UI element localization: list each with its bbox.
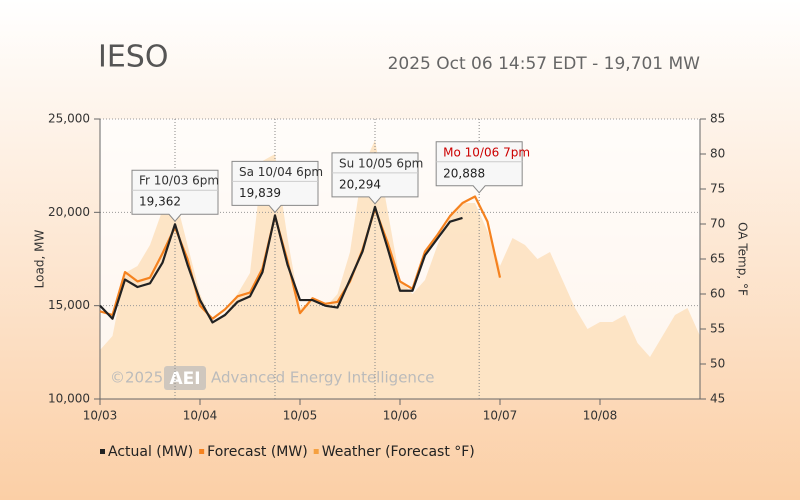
callout-value: 20,888	[443, 166, 485, 180]
series-line	[99, 205, 463, 324]
y2-tick-label: 60	[710, 287, 725, 301]
y-tick-label: 10,000	[48, 392, 90, 406]
legend-marker	[100, 449, 105, 454]
x-tick-label: 10/06	[383, 409, 418, 423]
y2-tick-label: 55	[710, 322, 725, 336]
y2-tick-label: 65	[710, 252, 725, 266]
legend-label: Forecast (MW)	[207, 444, 308, 460]
y-axis-label: Load, MW	[33, 230, 47, 289]
y2-tick-label: 50	[710, 357, 725, 371]
weather-area	[100, 140, 700, 399]
callout-label: Mo 10/06 7pm	[443, 145, 530, 159]
watermark: AEI	[169, 369, 200, 389]
x-tick-label: 10/05	[283, 409, 318, 423]
legend-marker	[313, 449, 319, 454]
callout-label: Sa 10/04 6pm	[239, 165, 323, 179]
callout-label: Fr 10/03 6pm	[139, 174, 219, 188]
y2-tick-label: 80	[710, 147, 725, 161]
x-tick-label: 10/04	[183, 409, 218, 423]
y2-tick-label: 75	[710, 182, 725, 196]
watermark: ©2025	[110, 369, 163, 387]
callout-box	[231, 160, 319, 214]
y-tick-label: 15,000	[48, 298, 90, 312]
x-tick-label: 10/07	[483, 409, 518, 423]
callout-box	[435, 141, 523, 194]
callout-value: 19,362	[139, 195, 181, 209]
y2-tick-label: 45	[710, 392, 725, 406]
legend-label: Weather (Forecast °F)	[322, 444, 475, 460]
y2-tick-label: 70	[710, 217, 725, 231]
y-tick-label: 25,000	[48, 112, 90, 126]
x-tick-label: 10/08	[583, 409, 618, 423]
series-line	[99, 195, 502, 320]
callout-value: 19,839	[239, 186, 281, 200]
legend-label: Actual (MW)	[108, 444, 193, 460]
callout-box	[331, 152, 419, 205]
callout-label: Su 10/05 6pm	[339, 156, 423, 170]
chart-title: IESO	[98, 40, 168, 75]
x-tick-label: 10/03	[83, 409, 118, 423]
chart-subtitle: 2025 Oct 06 14:57 EDT - 19,701 MW	[388, 54, 701, 74]
callout-value: 20,294	[339, 177, 381, 191]
y2-tick-label: 85	[710, 112, 725, 126]
watermark: Advanced Energy Intelligence	[211, 369, 434, 387]
legend-marker	[199, 449, 205, 454]
callout-box	[131, 169, 219, 223]
y2-axis-label: OA Temp, °F	[736, 222, 750, 296]
y-tick-label: 20,000	[48, 205, 90, 219]
